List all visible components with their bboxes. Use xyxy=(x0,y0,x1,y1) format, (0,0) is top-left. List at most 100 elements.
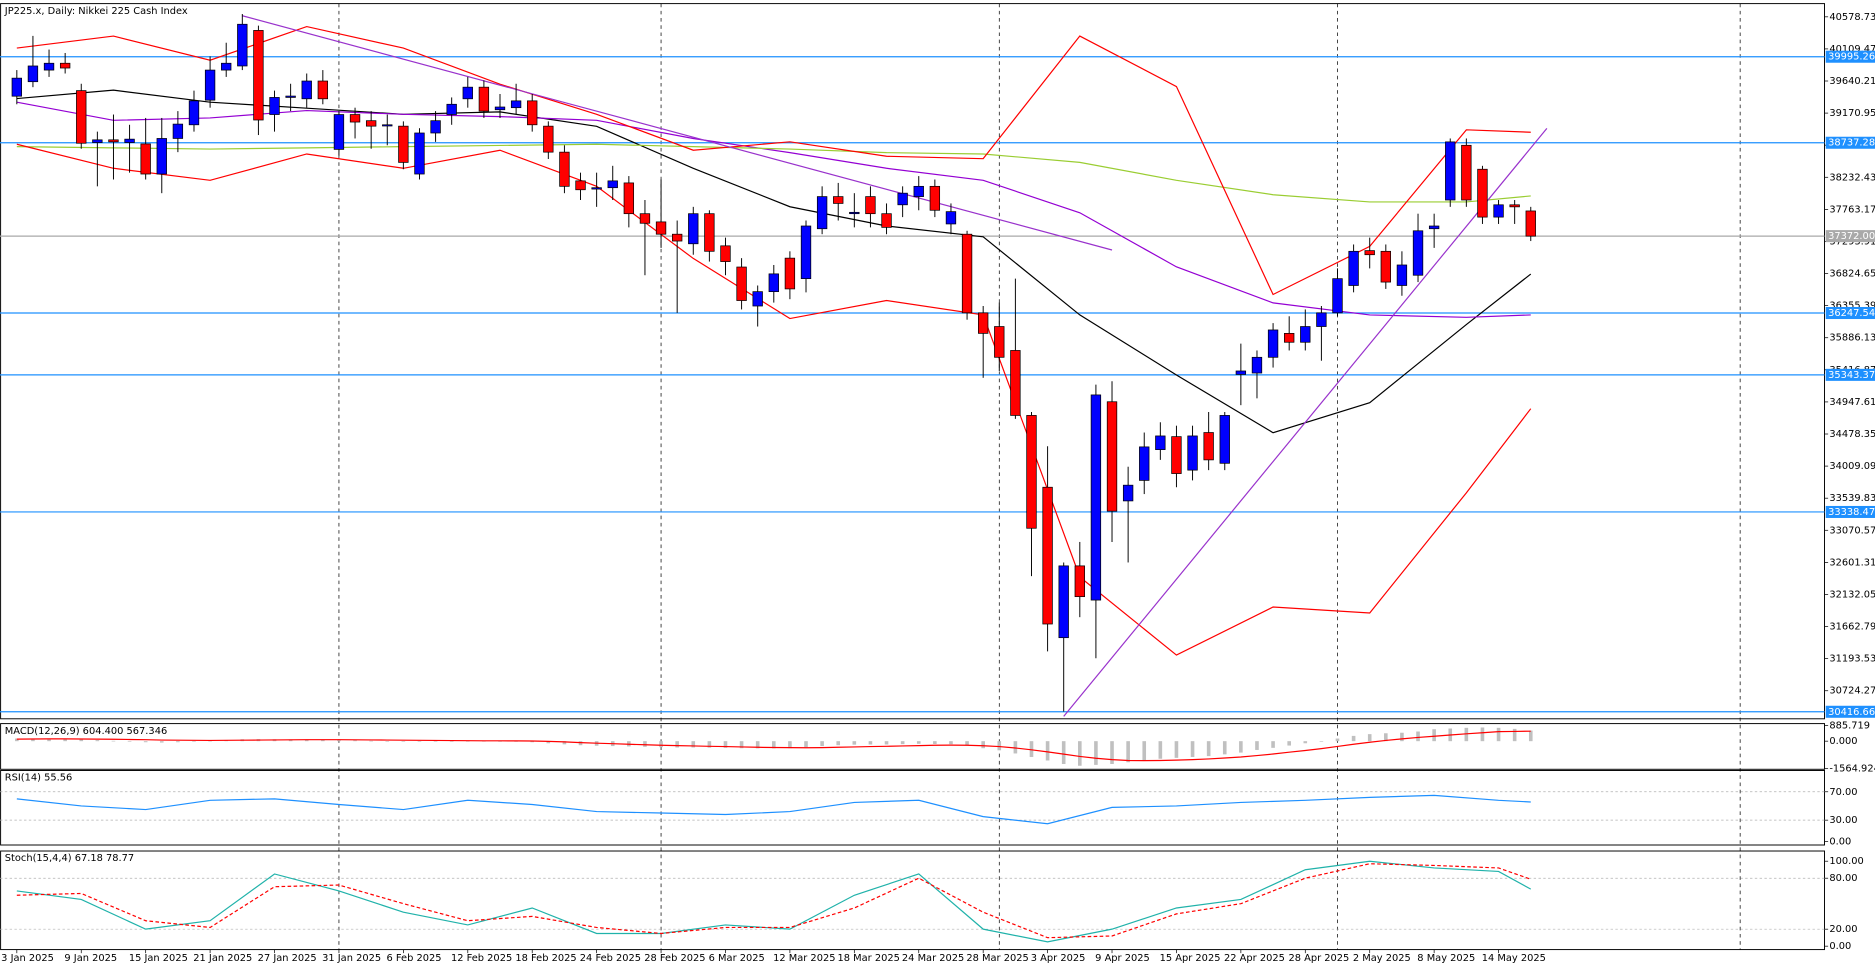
candle-body xyxy=(784,257,796,290)
candle-body xyxy=(172,123,184,139)
price-level-tag xyxy=(1825,705,1875,718)
candle-body xyxy=(156,138,167,175)
y-tick-label: 33070.57 xyxy=(1829,525,1875,536)
price-level-label: 35343.37 xyxy=(1828,370,1875,381)
macd-bar xyxy=(304,739,309,742)
y-tick-label: 40109.47 xyxy=(1829,44,1875,55)
candle-body xyxy=(1106,401,1118,512)
candle-body xyxy=(607,180,618,189)
macd-bar xyxy=(1110,741,1114,765)
y-tick-label: 32601.31 xyxy=(1829,557,1875,568)
macd-bar xyxy=(1351,735,1356,742)
candle-body xyxy=(1445,141,1456,201)
candle-body xyxy=(285,95,296,98)
x-tick-label: 24 Mar 2025 xyxy=(902,953,964,964)
indicator-line xyxy=(16,25,1531,296)
macd-bar xyxy=(1416,731,1420,742)
y-tick-label: 32132.05 xyxy=(1829,589,1875,600)
candle-body xyxy=(430,120,441,134)
macd-bar xyxy=(1512,728,1517,742)
candle-body xyxy=(1155,435,1166,450)
macd-bar xyxy=(804,741,808,748)
candle-body xyxy=(1219,415,1230,464)
x-tick-label: 9 Apr 2025 xyxy=(1095,953,1150,964)
candle-body xyxy=(317,80,329,100)
macd-bar xyxy=(691,741,696,748)
y-tick-label: 36824.65 xyxy=(1829,269,1875,280)
candle-body xyxy=(833,196,844,204)
candle-body xyxy=(736,266,747,301)
macd-bar xyxy=(1400,732,1404,742)
candle-body xyxy=(655,221,667,235)
macd-bar xyxy=(1174,741,1179,758)
macd-bar xyxy=(1158,741,1163,759)
candle-body xyxy=(639,213,651,224)
y-tick-label: 40578.73 xyxy=(1829,12,1875,23)
x-tick-label: 28 Apr 2025 xyxy=(1288,953,1349,964)
candle-body xyxy=(1396,264,1408,286)
y-tick-label: 34009.09 xyxy=(1829,461,1875,472)
price-level-tag xyxy=(1825,368,1875,381)
candle-body xyxy=(1171,436,1182,474)
y-tick-label: 80.00 xyxy=(1829,873,1857,884)
macd-bar xyxy=(159,741,164,743)
y-tick-label: 34478.35 xyxy=(1829,429,1875,440)
indicator-line xyxy=(16,143,1531,203)
candle-body xyxy=(349,114,361,123)
x-tick-label: 18 Feb 2025 xyxy=(515,953,576,964)
macd-bar xyxy=(353,740,357,742)
candle-body xyxy=(301,80,312,100)
price-level-label: 33338.47 xyxy=(1828,507,1875,518)
candle-body xyxy=(1267,329,1279,358)
macd-bar xyxy=(1287,741,1291,746)
macd-bar xyxy=(820,741,824,747)
candle-body xyxy=(414,132,425,175)
macd-bar xyxy=(643,741,647,747)
macd-bar xyxy=(884,741,889,745)
macd-bar xyxy=(868,741,873,745)
macd-bar xyxy=(1029,741,1034,757)
candle-body xyxy=(1525,210,1536,237)
candle-body xyxy=(76,90,87,144)
x-tick-label: 27 Jan 2025 xyxy=(258,953,317,964)
candle-body xyxy=(253,30,264,121)
macd-bar xyxy=(836,741,841,746)
macd-bar xyxy=(498,741,502,742)
macd-bar xyxy=(449,741,454,742)
candle-body xyxy=(1010,350,1021,416)
macd-bar xyxy=(1319,741,1324,742)
y-tick-label: 20.00 xyxy=(1829,924,1857,935)
candle-body xyxy=(1461,144,1472,201)
candle-body xyxy=(1493,204,1504,218)
oscillator-line xyxy=(16,794,1531,825)
macd-bar xyxy=(1464,727,1469,742)
signal-line xyxy=(16,730,1531,762)
candle-body xyxy=(559,151,570,187)
x-tick-label: 3 Jan 2025 xyxy=(1,953,54,964)
y-tick-label: 37763.17 xyxy=(1829,204,1875,215)
candle-body xyxy=(1428,225,1440,230)
candle-body xyxy=(1412,230,1424,276)
y-tick-label: 100.00 xyxy=(1829,856,1863,867)
x-tick-label: 2 May 2025 xyxy=(1353,953,1411,964)
macd-bar xyxy=(1222,741,1227,755)
indicator-title: JP225.x, Daily: Nikkei 225 Cash Index xyxy=(4,6,188,17)
macd-bar xyxy=(1094,741,1098,765)
x-tick-label: 12 Mar 2025 xyxy=(773,953,835,964)
candle-body xyxy=(768,273,779,293)
candle-body xyxy=(897,192,908,206)
candle-body xyxy=(1139,446,1150,481)
price-level-tag xyxy=(1825,307,1875,320)
candle-body xyxy=(1187,435,1198,471)
macd-bar xyxy=(965,741,969,746)
price-level-label: 37372.00 xyxy=(1828,231,1875,242)
candle-body xyxy=(543,125,554,153)
macd-bar xyxy=(546,741,551,744)
macd-bar xyxy=(1271,741,1275,748)
candle-body xyxy=(800,225,812,280)
candle-body xyxy=(704,213,715,252)
candle-body xyxy=(881,213,892,228)
macd-bar xyxy=(530,741,535,743)
y-tick-label: 885.719 xyxy=(1829,721,1870,732)
candle-body xyxy=(382,124,393,127)
